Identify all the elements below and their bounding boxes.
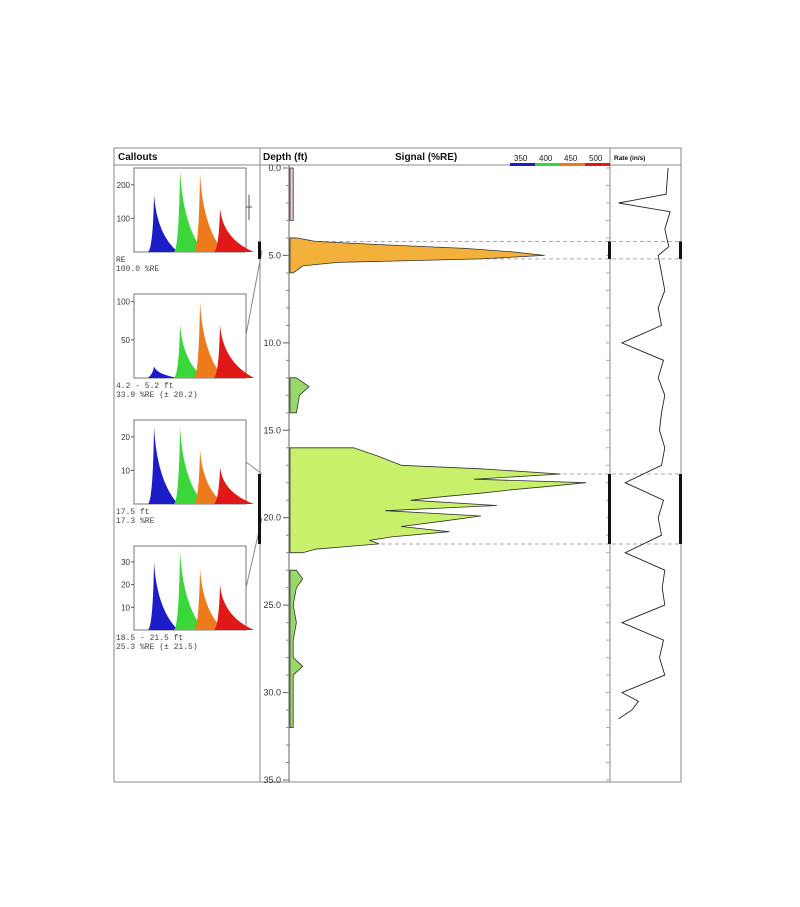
callout-tick-label-3-0: 10 [121, 466, 130, 475]
legend-swatch-450 [560, 163, 585, 166]
depth-tick-label-7: 35.0 [263, 775, 281, 785]
highlight-bar-right-1 [679, 474, 682, 544]
callout-peak-4-1 [174, 550, 204, 630]
callout-tick-label-1-0: 100 [117, 214, 131, 223]
depth-tick-label-2: 10.0 [263, 338, 281, 348]
callout-tick-label-4-2: 30 [121, 558, 130, 567]
signal-area-upper [289, 237, 545, 274]
callout-connector-1 [245, 461, 263, 475]
signal-area-bottom [289, 569, 304, 728]
callout-peak-4-2 [194, 568, 224, 630]
callout-caption-4-1: 25.3 %RE (± 21.5) [116, 643, 198, 652]
signal-header: Signal (%RE) [395, 152, 457, 163]
rate-trace [618, 167, 671, 720]
callout-caption-4-0: 18.5 - 21.5 ft [116, 634, 183, 643]
callout-caption-2-0: 4.2 - 5.2 ft [116, 382, 174, 391]
callout-caption-1-0: RE [116, 256, 126, 265]
depth-tick-label-5: 25.0 [263, 600, 281, 610]
callout-peak-4-0 [148, 561, 178, 630]
callout-connector-0 [245, 250, 263, 336]
callout-peak-1-1 [174, 169, 204, 252]
legend-label-400: 400 [539, 154, 553, 163]
highlight-bar-mid-1 [608, 474, 611, 544]
highlight-bar-mid-0 [608, 241, 611, 259]
callout-caption-3-0: 17.5 ft [116, 508, 150, 517]
callout-caption-2-1: 33.9 %RE (± 20.2) [116, 391, 198, 400]
callouts-header: Callouts [118, 152, 158, 163]
callout-peak-2-2 [194, 301, 224, 378]
callout-tick-label-2-1: 100 [117, 298, 131, 307]
callout-caption-3-1: 17.3 %RE [116, 517, 155, 526]
callout-peak-3-2 [194, 450, 224, 504]
legend-swatch-400 [535, 163, 560, 166]
legend-swatch-350 [510, 163, 535, 166]
callout-peak-2-3 [214, 324, 254, 378]
callout-tick-label-4-1: 20 [121, 581, 130, 590]
callout-tick-label-2-0: 50 [121, 336, 130, 345]
rate-panel [618, 167, 671, 720]
signal-panel: 0.0 5.0 10.0 15.0 20.0 25.0 30.0 35.0 [258, 163, 682, 785]
depth-tick-label-1: 5.0 [268, 250, 281, 260]
depth-tick-label-4: 20.0 [263, 513, 281, 523]
depth-tick-label-0: 0.0 [268, 163, 281, 173]
callout-tick-label-1-1: 200 [117, 181, 131, 190]
legend-swatch-500 [585, 163, 610, 166]
legend-label-450: 450 [564, 154, 578, 163]
highlight-bar-left-1 [258, 474, 261, 544]
callout-tick-label-4-0: 10 [121, 603, 130, 612]
signal-area-lower [289, 447, 587, 554]
callout-tick-label-3-1: 20 [121, 433, 130, 442]
legend-label-350: 350 [514, 154, 528, 163]
outer-frame [113, 147, 682, 783]
highlight-bar-right-0 [679, 241, 682, 259]
callout-peak-2-0 [148, 366, 178, 378]
callout-peak-4-3 [214, 584, 254, 630]
signal-area-mid [289, 377, 310, 414]
depth-tick-label-3: 15.0 [263, 425, 281, 435]
callout-peak-1-2 [194, 173, 224, 252]
legend: 350 400 450 500 [510, 154, 610, 166]
highlight-bar-left-0 [258, 241, 261, 259]
callout-peak-1-3 [214, 208, 254, 252]
depth-header: Depth (ft) [263, 152, 307, 163]
rate-header: Rate (in/s) [614, 155, 645, 162]
callout-peak-3-1 [174, 426, 204, 504]
callout-peak-2-1 [174, 324, 204, 378]
callout-peak-1-0 [148, 194, 178, 252]
depth-tick-label-6: 30.0 [263, 688, 281, 698]
signal-area-top [289, 167, 294, 221]
callout-peak-3-0 [148, 426, 178, 504]
legend-label-500: 500 [589, 154, 603, 163]
callout-caption-1-1: 100.0 %RE [116, 265, 159, 274]
callout-peak-3-3 [214, 467, 254, 504]
